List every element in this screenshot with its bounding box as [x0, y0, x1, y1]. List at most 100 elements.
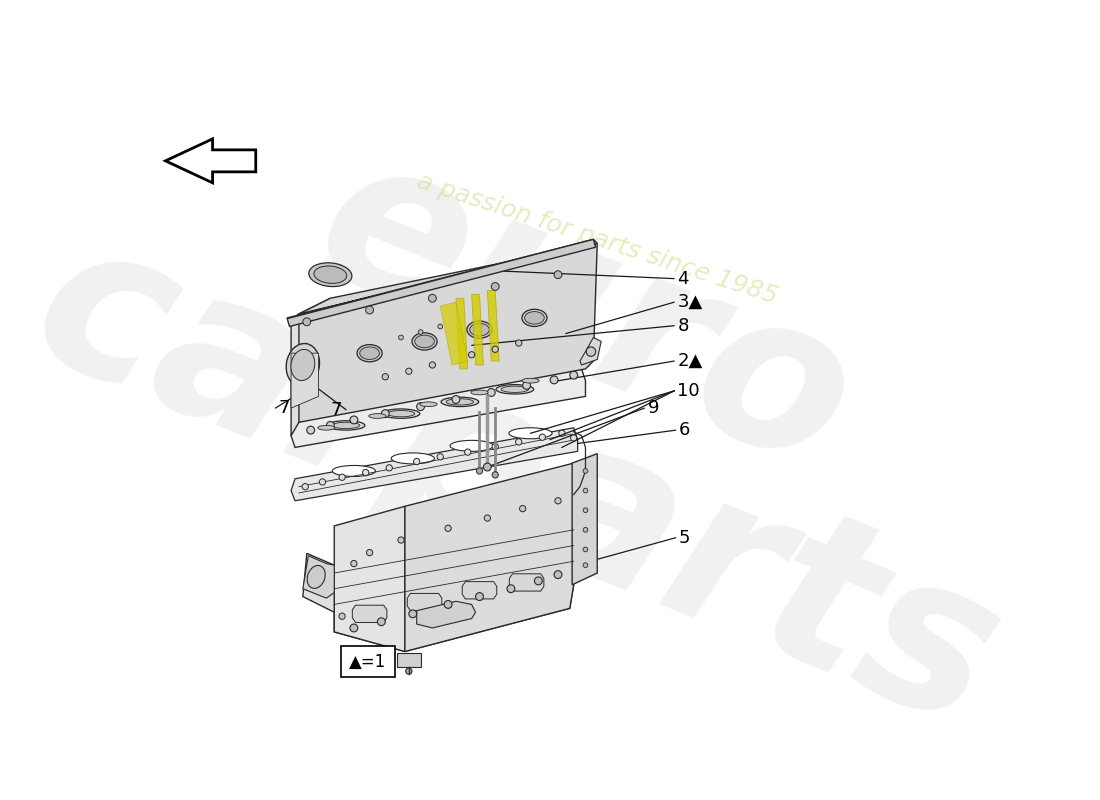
- Circle shape: [484, 515, 491, 522]
- Circle shape: [492, 346, 498, 353]
- Text: 2▲: 2▲: [678, 352, 703, 370]
- Circle shape: [382, 410, 389, 418]
- Ellipse shape: [360, 347, 379, 359]
- Ellipse shape: [290, 350, 315, 381]
- Text: 10: 10: [678, 382, 700, 400]
- Ellipse shape: [318, 426, 336, 430]
- Circle shape: [487, 389, 495, 396]
- Circle shape: [429, 294, 437, 302]
- Ellipse shape: [447, 398, 474, 405]
- Circle shape: [398, 335, 404, 340]
- Circle shape: [302, 483, 308, 490]
- Polygon shape: [292, 369, 585, 447]
- Ellipse shape: [450, 440, 493, 451]
- Polygon shape: [455, 298, 468, 369]
- Ellipse shape: [496, 385, 534, 394]
- Ellipse shape: [358, 345, 382, 362]
- Circle shape: [339, 474, 345, 480]
- Circle shape: [418, 330, 424, 334]
- Ellipse shape: [382, 409, 420, 418]
- Circle shape: [519, 506, 526, 512]
- Circle shape: [583, 508, 587, 513]
- FancyBboxPatch shape: [341, 646, 395, 677]
- Polygon shape: [302, 554, 334, 612]
- Ellipse shape: [470, 323, 490, 336]
- Circle shape: [350, 416, 358, 424]
- Circle shape: [554, 498, 561, 504]
- Text: ▲=1: ▲=1: [350, 653, 386, 670]
- Circle shape: [583, 527, 587, 532]
- Circle shape: [507, 585, 515, 593]
- Circle shape: [550, 376, 558, 384]
- Circle shape: [350, 624, 358, 632]
- Ellipse shape: [314, 266, 346, 283]
- Circle shape: [571, 435, 576, 441]
- Circle shape: [302, 318, 310, 326]
- Ellipse shape: [332, 466, 375, 477]
- Circle shape: [406, 668, 412, 674]
- Circle shape: [539, 434, 546, 440]
- Circle shape: [583, 563, 587, 567]
- Polygon shape: [580, 338, 602, 365]
- Circle shape: [483, 463, 492, 471]
- Polygon shape: [334, 585, 574, 651]
- Ellipse shape: [392, 453, 434, 464]
- Ellipse shape: [307, 566, 326, 588]
- Ellipse shape: [441, 397, 478, 406]
- Circle shape: [559, 430, 565, 437]
- Ellipse shape: [521, 378, 539, 383]
- Circle shape: [319, 479, 326, 485]
- Circle shape: [351, 561, 358, 566]
- Circle shape: [307, 426, 315, 434]
- Ellipse shape: [415, 335, 434, 348]
- Text: 7: 7: [278, 399, 290, 417]
- Circle shape: [363, 470, 368, 476]
- Text: 5: 5: [679, 529, 691, 546]
- Circle shape: [417, 402, 425, 410]
- Ellipse shape: [286, 343, 319, 386]
- Polygon shape: [572, 454, 597, 585]
- Text: 9: 9: [648, 399, 659, 417]
- Polygon shape: [509, 574, 543, 591]
- Circle shape: [452, 395, 460, 403]
- Circle shape: [535, 577, 542, 585]
- Polygon shape: [405, 463, 574, 651]
- Circle shape: [327, 422, 334, 430]
- Circle shape: [570, 371, 578, 379]
- Ellipse shape: [420, 402, 437, 406]
- Circle shape: [554, 570, 562, 578]
- Circle shape: [469, 352, 475, 358]
- Ellipse shape: [509, 428, 552, 438]
- Polygon shape: [397, 653, 420, 667]
- Circle shape: [446, 525, 451, 531]
- Text: euro
carparts: euro carparts: [6, 28, 1094, 773]
- Ellipse shape: [502, 386, 529, 393]
- Circle shape: [583, 488, 587, 493]
- Text: 3▲: 3▲: [678, 293, 703, 311]
- Circle shape: [492, 443, 498, 450]
- Text: a passion for parts since 1985: a passion for parts since 1985: [414, 170, 781, 309]
- Ellipse shape: [332, 422, 360, 429]
- Polygon shape: [487, 290, 499, 361]
- Circle shape: [406, 368, 412, 374]
- Polygon shape: [299, 243, 597, 422]
- Ellipse shape: [387, 410, 415, 417]
- Text: 8: 8: [678, 317, 689, 334]
- Circle shape: [414, 458, 420, 465]
- Polygon shape: [407, 594, 442, 610]
- Circle shape: [386, 465, 393, 471]
- Circle shape: [476, 468, 483, 474]
- Circle shape: [382, 374, 388, 380]
- Circle shape: [492, 472, 498, 478]
- Polygon shape: [440, 302, 467, 365]
- Circle shape: [444, 601, 452, 608]
- Circle shape: [516, 340, 521, 346]
- Circle shape: [583, 469, 587, 474]
- Polygon shape: [302, 556, 334, 598]
- Polygon shape: [472, 294, 483, 365]
- Polygon shape: [287, 239, 597, 322]
- Polygon shape: [462, 582, 497, 599]
- Circle shape: [398, 537, 404, 543]
- Ellipse shape: [327, 421, 365, 430]
- Text: 6: 6: [679, 421, 691, 439]
